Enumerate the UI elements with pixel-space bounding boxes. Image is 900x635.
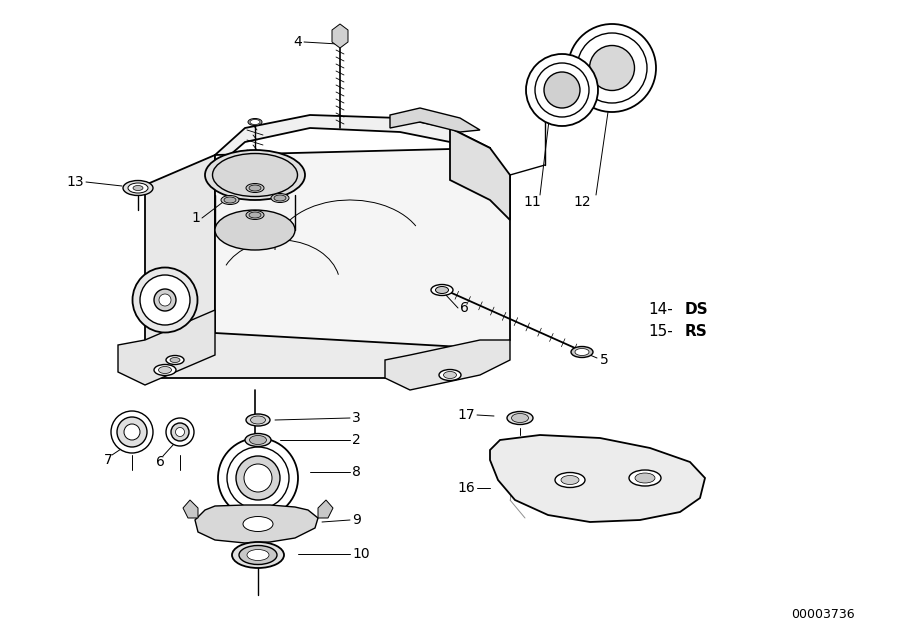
Text: DS: DS bbox=[685, 302, 708, 318]
Text: 5: 5 bbox=[600, 353, 608, 367]
Ellipse shape bbox=[133, 185, 143, 190]
Ellipse shape bbox=[154, 289, 176, 311]
Ellipse shape bbox=[111, 411, 153, 453]
Ellipse shape bbox=[534, 105, 556, 116]
Polygon shape bbox=[390, 108, 480, 132]
Ellipse shape bbox=[544, 72, 580, 108]
Ellipse shape bbox=[249, 212, 261, 218]
Ellipse shape bbox=[250, 416, 266, 424]
Ellipse shape bbox=[239, 545, 277, 565]
Ellipse shape bbox=[590, 46, 634, 91]
Ellipse shape bbox=[246, 414, 270, 426]
Ellipse shape bbox=[245, 434, 271, 446]
Text: 12: 12 bbox=[573, 195, 590, 209]
Text: 4: 4 bbox=[293, 35, 302, 49]
Ellipse shape bbox=[166, 418, 194, 446]
Ellipse shape bbox=[535, 63, 589, 117]
Ellipse shape bbox=[274, 195, 286, 201]
Ellipse shape bbox=[158, 366, 172, 373]
Ellipse shape bbox=[575, 349, 589, 356]
Ellipse shape bbox=[444, 371, 456, 378]
Ellipse shape bbox=[248, 119, 262, 126]
Ellipse shape bbox=[249, 185, 261, 191]
Text: 3: 3 bbox=[352, 411, 361, 425]
Ellipse shape bbox=[431, 284, 453, 295]
Ellipse shape bbox=[571, 347, 593, 358]
Ellipse shape bbox=[224, 197, 236, 203]
Ellipse shape bbox=[221, 196, 239, 204]
Polygon shape bbox=[215, 115, 490, 168]
Text: 15-: 15- bbox=[648, 324, 673, 340]
Ellipse shape bbox=[212, 154, 298, 196]
Text: 11: 11 bbox=[523, 195, 541, 209]
Ellipse shape bbox=[511, 413, 528, 422]
Polygon shape bbox=[318, 500, 333, 518]
Text: 2: 2 bbox=[352, 433, 361, 447]
Ellipse shape bbox=[249, 436, 266, 444]
Text: 7: 7 bbox=[104, 453, 112, 467]
Ellipse shape bbox=[123, 180, 153, 196]
Ellipse shape bbox=[436, 286, 448, 293]
Ellipse shape bbox=[246, 210, 264, 220]
Polygon shape bbox=[183, 500, 198, 518]
Polygon shape bbox=[145, 333, 480, 378]
Ellipse shape bbox=[271, 194, 289, 203]
Ellipse shape bbox=[159, 294, 171, 306]
Polygon shape bbox=[118, 310, 215, 385]
Ellipse shape bbox=[247, 549, 269, 561]
Ellipse shape bbox=[507, 411, 533, 425]
Ellipse shape bbox=[568, 24, 656, 112]
Text: 00003736: 00003736 bbox=[791, 608, 855, 622]
Ellipse shape bbox=[171, 423, 189, 441]
Ellipse shape bbox=[232, 542, 284, 568]
Text: 1: 1 bbox=[191, 211, 200, 225]
Ellipse shape bbox=[227, 447, 289, 509]
Ellipse shape bbox=[140, 275, 190, 325]
Ellipse shape bbox=[218, 438, 298, 518]
Text: 13: 13 bbox=[67, 175, 84, 189]
Ellipse shape bbox=[250, 119, 260, 124]
Ellipse shape bbox=[244, 464, 272, 492]
Ellipse shape bbox=[215, 210, 295, 250]
Polygon shape bbox=[450, 128, 510, 220]
Ellipse shape bbox=[124, 424, 140, 440]
Ellipse shape bbox=[132, 267, 197, 333]
Ellipse shape bbox=[629, 470, 661, 486]
Ellipse shape bbox=[166, 356, 184, 364]
Ellipse shape bbox=[526, 54, 598, 126]
Ellipse shape bbox=[243, 516, 273, 531]
Polygon shape bbox=[490, 435, 705, 522]
Polygon shape bbox=[332, 24, 348, 48]
Ellipse shape bbox=[561, 476, 579, 485]
Text: 6: 6 bbox=[460, 301, 469, 315]
Ellipse shape bbox=[439, 370, 461, 380]
Polygon shape bbox=[195, 505, 318, 543]
Text: 9: 9 bbox=[352, 513, 361, 527]
Polygon shape bbox=[215, 148, 510, 360]
Text: 10: 10 bbox=[352, 547, 370, 561]
Ellipse shape bbox=[555, 472, 585, 488]
Text: 17: 17 bbox=[457, 408, 475, 422]
Polygon shape bbox=[145, 155, 215, 363]
Ellipse shape bbox=[236, 456, 280, 500]
Text: 16: 16 bbox=[457, 481, 475, 495]
Ellipse shape bbox=[635, 473, 655, 483]
Ellipse shape bbox=[246, 184, 264, 192]
Ellipse shape bbox=[205, 150, 305, 200]
Ellipse shape bbox=[170, 358, 180, 363]
Polygon shape bbox=[385, 340, 510, 390]
Ellipse shape bbox=[176, 427, 184, 436]
Ellipse shape bbox=[154, 364, 176, 375]
Ellipse shape bbox=[128, 183, 148, 193]
Ellipse shape bbox=[577, 33, 647, 103]
Text: 6: 6 bbox=[156, 455, 165, 469]
Text: 14-: 14- bbox=[648, 302, 673, 318]
Ellipse shape bbox=[117, 417, 147, 447]
Text: 8: 8 bbox=[352, 465, 361, 479]
Text: RS: RS bbox=[685, 324, 707, 340]
